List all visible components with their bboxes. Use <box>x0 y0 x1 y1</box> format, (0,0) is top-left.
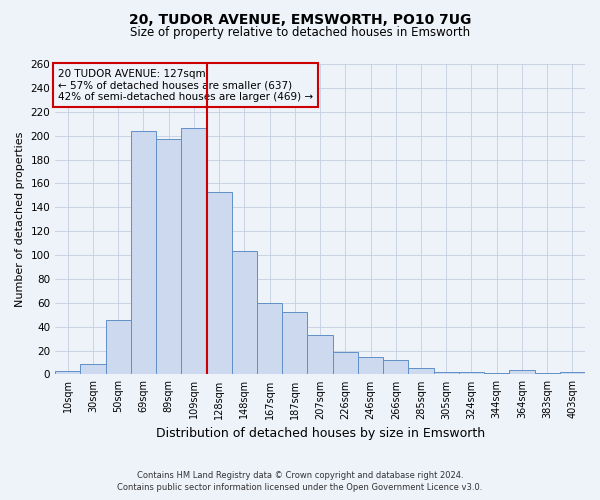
Bar <box>282 312 307 374</box>
Bar <box>80 364 106 374</box>
Bar <box>307 335 332 374</box>
Bar <box>55 371 80 374</box>
Bar <box>409 368 434 374</box>
Bar <box>509 370 535 374</box>
Bar <box>434 372 459 374</box>
Bar <box>156 139 181 374</box>
Bar <box>484 373 509 374</box>
Bar <box>332 352 358 374</box>
Bar <box>459 372 484 374</box>
Bar <box>257 303 282 374</box>
Bar <box>206 192 232 374</box>
Bar <box>232 252 257 374</box>
Bar <box>358 356 383 374</box>
Y-axis label: Number of detached properties: Number of detached properties <box>15 132 25 307</box>
Bar <box>560 372 585 374</box>
Text: 20 TUDOR AVENUE: 127sqm
← 57% of detached houses are smaller (637)
42% of semi-d: 20 TUDOR AVENUE: 127sqm ← 57% of detache… <box>58 68 313 102</box>
Bar <box>106 320 131 374</box>
Bar <box>131 131 156 374</box>
Bar <box>383 360 409 374</box>
X-axis label: Distribution of detached houses by size in Emsworth: Distribution of detached houses by size … <box>155 427 485 440</box>
Text: Contains HM Land Registry data © Crown copyright and database right 2024.
Contai: Contains HM Land Registry data © Crown c… <box>118 471 482 492</box>
Bar <box>535 373 560 374</box>
Text: Size of property relative to detached houses in Emsworth: Size of property relative to detached ho… <box>130 26 470 39</box>
Bar <box>181 128 206 374</box>
Text: 20, TUDOR AVENUE, EMSWORTH, PO10 7UG: 20, TUDOR AVENUE, EMSWORTH, PO10 7UG <box>129 12 471 26</box>
